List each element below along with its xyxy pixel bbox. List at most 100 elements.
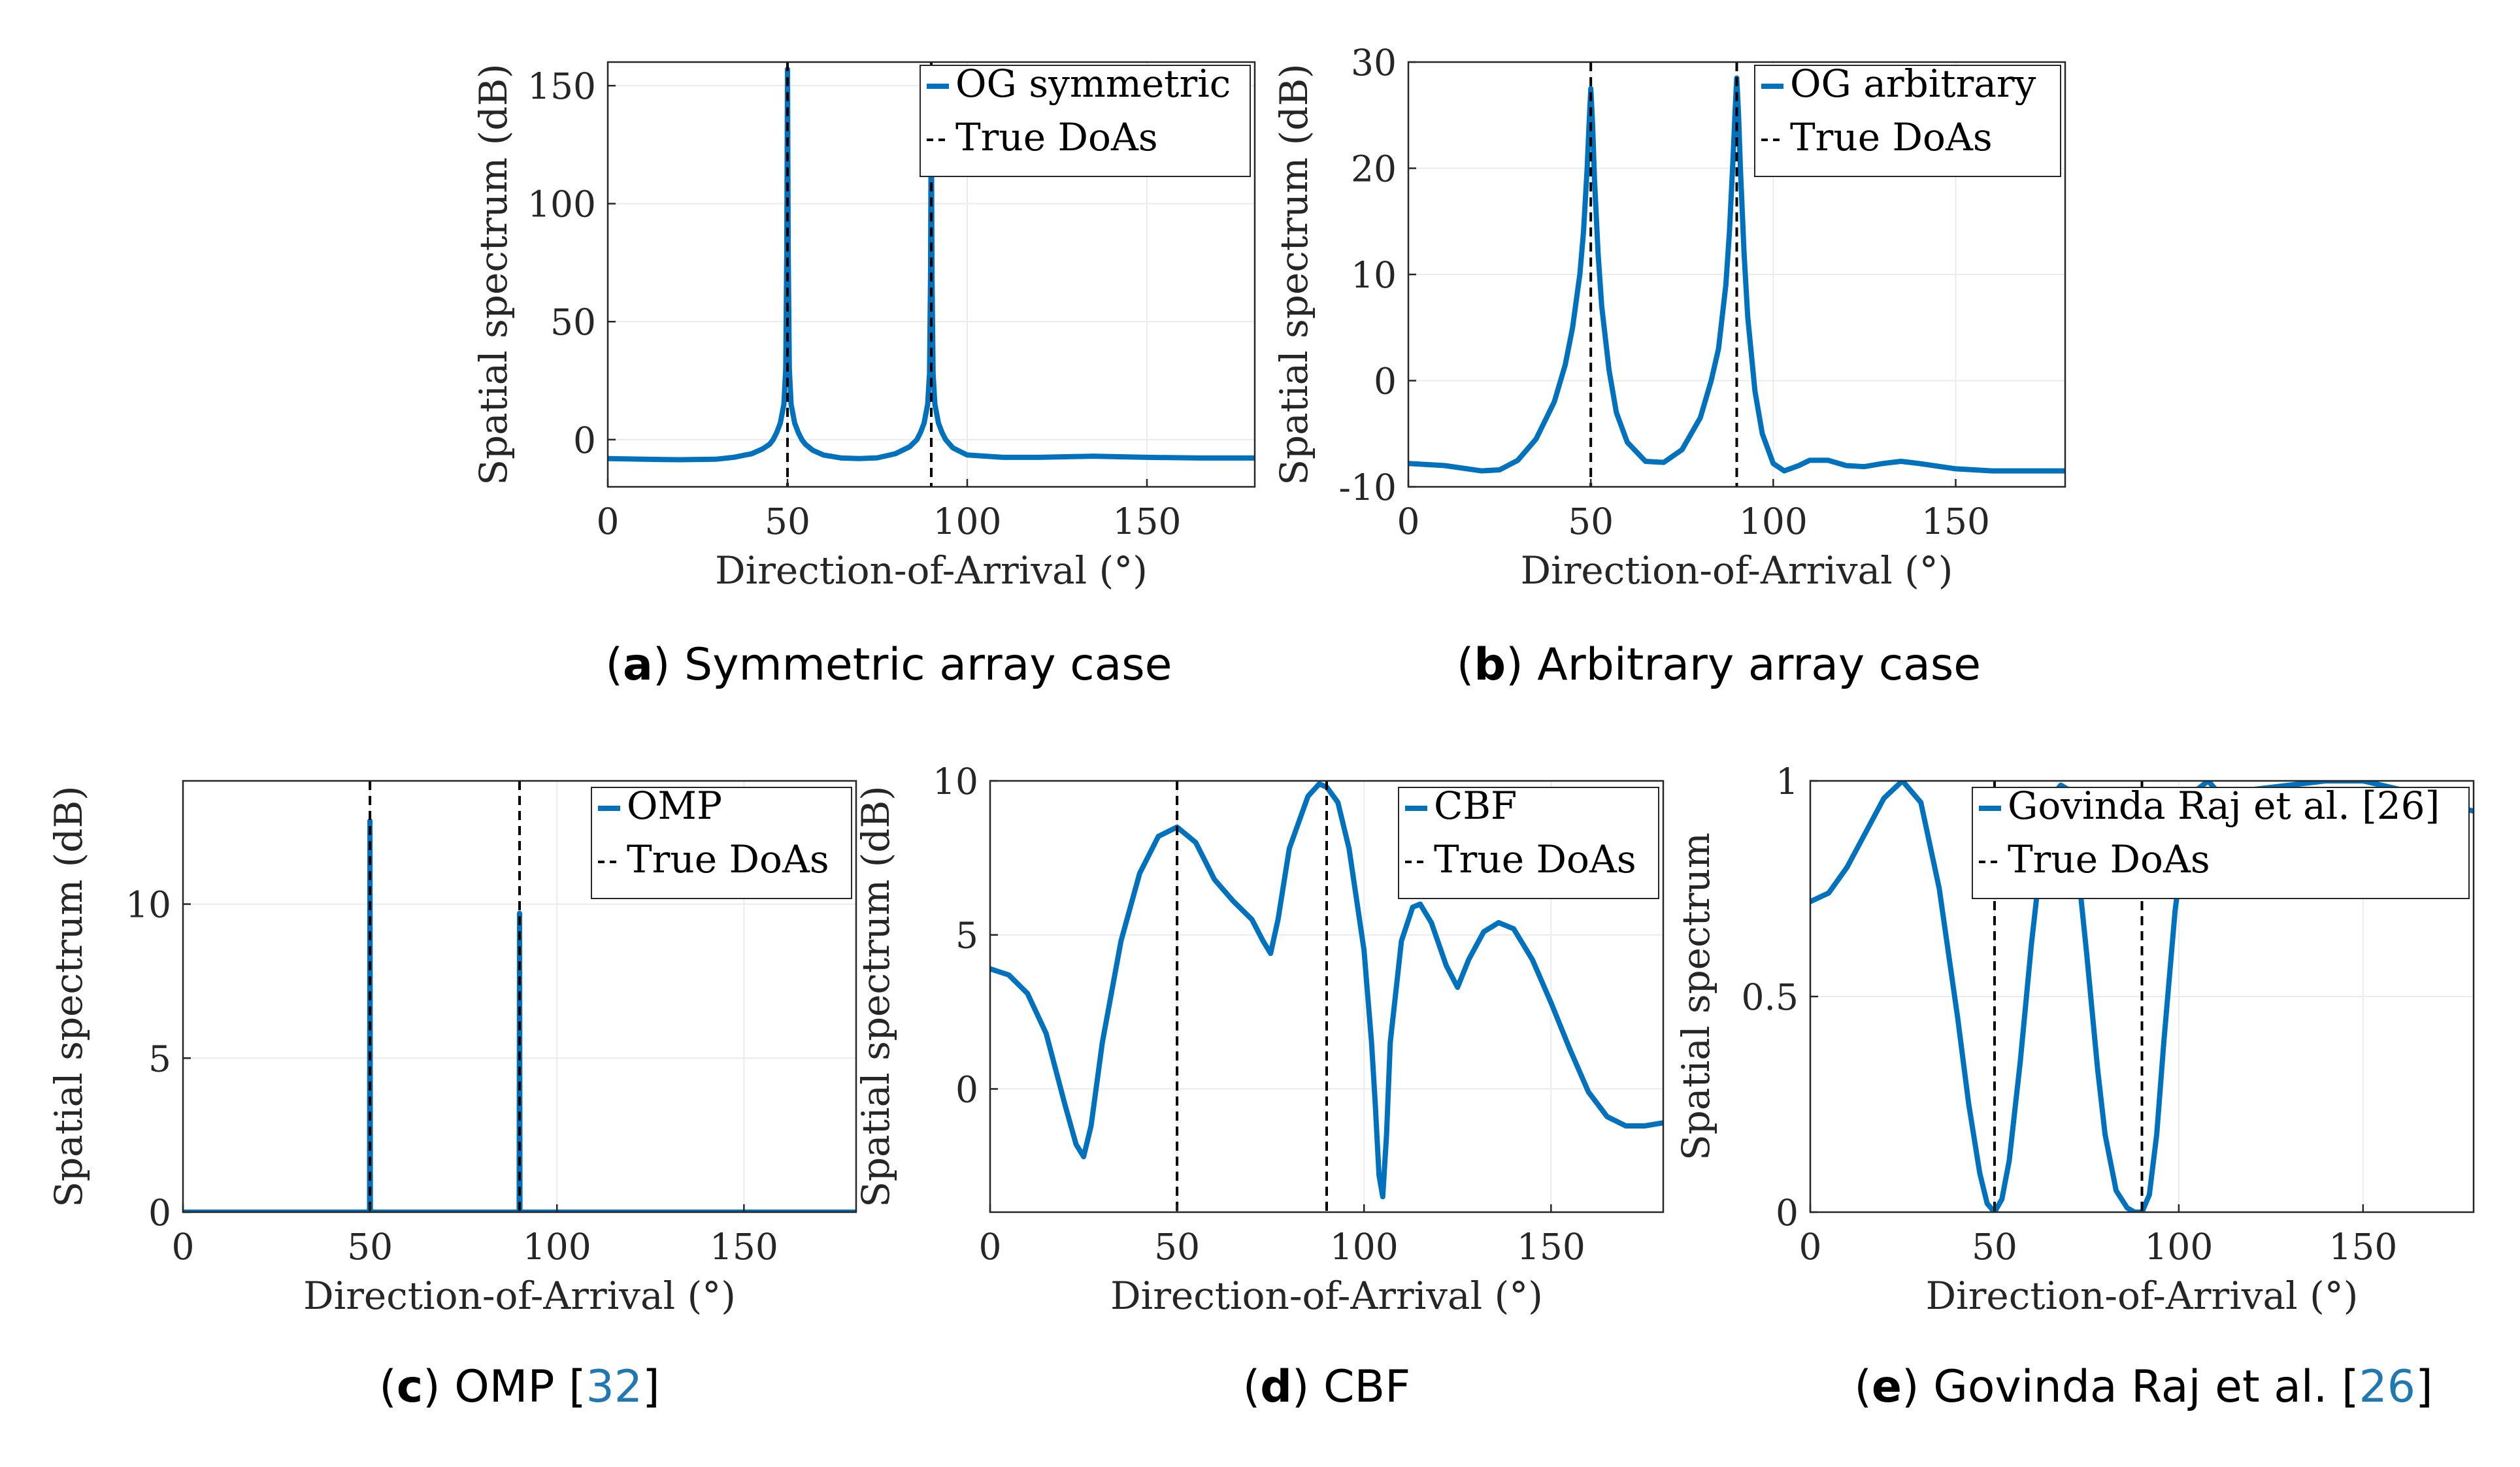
y-tick-label: 0 <box>573 420 596 461</box>
x-tick-label: 50 <box>1568 501 1614 542</box>
y-tick-label: 0 <box>1776 1192 1799 1234</box>
caption: (b) Arbitrary array case <box>1457 639 1981 691</box>
y-tick-label: 1 <box>1776 761 1799 802</box>
y-tick-label: 0 <box>148 1192 171 1234</box>
caption-letter: e <box>1872 1361 1902 1413</box>
series-line <box>608 66 1255 463</box>
panel-c: 0 50 100 150 0 5 10 Direction-of-Arrival (°) Spa… <box>46 780 857 1413</box>
caption: (e) Govinda Raj et al. [26] <box>1854 1361 2432 1413</box>
x-tick-label: 150 <box>1921 501 1990 542</box>
y-tick-label: 0.5 <box>1742 976 1799 1018</box>
y-axis-label: Spatial spectrum <box>1674 832 1718 1161</box>
x-tick-label: 100 <box>933 501 1002 542</box>
x-tick-label: 50 <box>1154 1226 1200 1268</box>
panel-d: 0 50 100 150 0 5 10 Direction-of-Arrival (°) Spa… <box>854 761 1665 1413</box>
panel-a: 0 50 100 150 0 50 100 150 Direction-of-Arrival (… <box>471 61 1256 691</box>
caption-letter: d <box>1260 1361 1292 1413</box>
y-tick-label: 10 <box>1351 254 1397 296</box>
legend-entry: True DoAs <box>955 115 1158 159</box>
x-tick-label: 50 <box>347 1226 393 1268</box>
y-tick-label: 0 <box>955 1068 978 1110</box>
x-tick-label: 0 <box>597 501 620 542</box>
y-tick-label: 100 <box>527 184 596 225</box>
legend: CBF True DoAs <box>1398 783 1659 899</box>
legend-box <box>920 65 1251 177</box>
caption-paren-open: ( <box>1854 1361 1872 1413</box>
legend: OG symmetric True DoAs <box>920 61 1251 177</box>
x-tick-label: 150 <box>1113 501 1182 542</box>
caption-letter: b <box>1474 639 1506 691</box>
x-tick-label: 100 <box>1739 501 1808 542</box>
caption-paren-open: ( <box>605 639 623 691</box>
x-tick-label: 0 <box>1397 501 1420 542</box>
caption-paren-open: ( <box>1243 1361 1261 1413</box>
caption: (d) CBF <box>1243 1361 1411 1413</box>
data-layer <box>1408 62 2065 487</box>
caption-ref-link: 32 <box>586 1361 643 1413</box>
axes-box <box>606 61 1256 488</box>
x-axis-label: Direction-of-Arrival (°) <box>1926 1274 2359 1318</box>
axes-box <box>989 780 1665 1213</box>
legend-entry: CBF <box>1434 783 1517 828</box>
series-line <box>990 781 1663 1200</box>
x-axis-label: Direction-of-Arrival (°) <box>1521 548 1953 593</box>
y-tick-label: 0 <box>1374 361 1397 403</box>
y-tick-label: -10 <box>1338 467 1397 508</box>
legend-entry: OMP <box>627 783 722 828</box>
y-axis-label: Spatial spectrum (dB) <box>854 785 898 1207</box>
x-tick-label: 50 <box>1972 1226 2017 1268</box>
series-line <box>1408 75 2065 474</box>
y-tick-label: 30 <box>1351 42 1397 84</box>
legend: Govinda Raj et al. [26] True DoAs <box>1972 783 2470 899</box>
caption-ref-close: ] <box>2415 1361 2433 1413</box>
caption-text: ) Symmetric array case <box>653 639 1172 691</box>
x-tick-label: 0 <box>172 1226 195 1268</box>
x-tick-label: 0 <box>1799 1226 1822 1268</box>
y-axis-label: Spatial spectrum (dB) <box>1272 63 1316 485</box>
legend-entry: True DoAs <box>627 837 829 882</box>
caption-paren-open: ( <box>1457 639 1474 691</box>
x-tick-label: 150 <box>710 1226 778 1268</box>
legend-box <box>591 787 852 899</box>
y-tick-label: 10 <box>933 761 978 802</box>
legend-entry: True DoAs <box>1434 837 1636 882</box>
legend-entry: Govinda Raj et al. [26] <box>2008 783 2440 828</box>
caption: (a) Symmetric array case <box>605 639 1172 691</box>
axes-box <box>182 780 857 1213</box>
data-layer <box>990 781 1663 1212</box>
legend: OMP True DoAs <box>591 783 852 899</box>
x-tick-label: 0 <box>979 1226 1002 1268</box>
x-tick-label: 50 <box>765 501 810 542</box>
y-tick-label: 5 <box>955 915 978 957</box>
data-layer <box>183 781 856 1212</box>
legend-box <box>1972 787 2470 899</box>
caption-text: ) OMP [ <box>423 1361 586 1413</box>
legend-entry: OG arbitrary <box>1790 61 2036 106</box>
legend-box <box>1754 65 2061 177</box>
y-tick-label: 10 <box>125 884 171 926</box>
legend-entry: True DoAs <box>2008 837 2210 882</box>
y-tick-label: 5 <box>148 1038 171 1080</box>
caption-ref-link: 26 <box>2359 1361 2416 1413</box>
caption-ref-close: ] <box>642 1361 660 1413</box>
legend-entry: OG symmetric <box>955 61 1231 106</box>
x-axis-label: Direction-of-Arrival (°) <box>303 1274 736 1318</box>
x-tick-label: 100 <box>2144 1226 2213 1268</box>
x-tick-label: 150 <box>1517 1226 1585 1268</box>
legend: OG arbitrary True DoAs <box>1754 61 2061 177</box>
panel-e: 0 50 100 150 0 0.5 1 Direction-of-Arrival (°) Sp… <box>1674 761 2475 1413</box>
y-axis-label: Spatial spectrum (dB) <box>46 785 91 1207</box>
x-tick-label: 150 <box>2329 1226 2397 1268</box>
x-tick-label: 100 <box>523 1226 591 1268</box>
caption-paren-open: ( <box>379 1361 397 1413</box>
x-axis-label: Direction-of-Arrival (°) <box>715 548 1148 593</box>
legend-box <box>1398 787 1659 899</box>
caption-letter: c <box>397 1361 423 1413</box>
panel-b: 0 50 100 150-100102030Direction-of-Arrival … <box>1272 42 2066 691</box>
y-axis-label: Spatial spectrum (dB) <box>471 63 516 485</box>
caption-text: ) Govinda Raj et al. [ <box>1902 1361 2359 1413</box>
legend-entry: True DoAs <box>1790 115 1993 159</box>
data-layer <box>608 62 1255 487</box>
x-tick-label: 100 <box>1330 1226 1399 1268</box>
